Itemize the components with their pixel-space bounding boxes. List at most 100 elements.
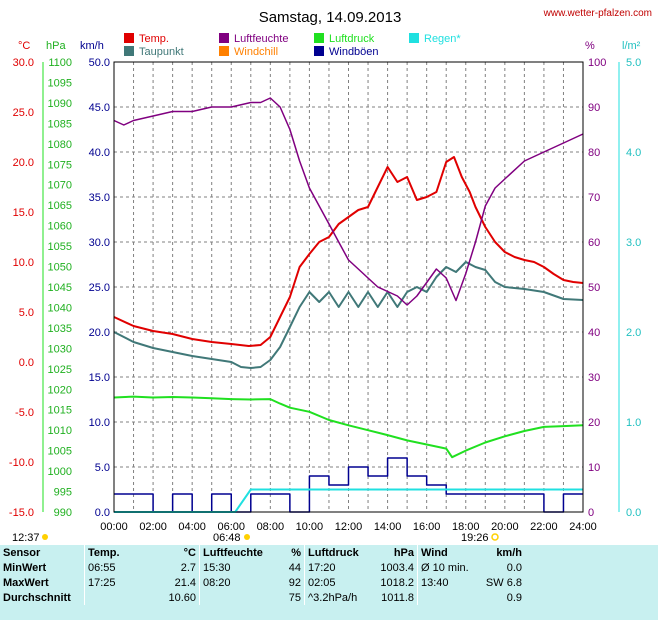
stats-h-wind-unit: km/h: [496, 546, 522, 559]
hum-tick-label: 100: [588, 57, 606, 69]
press-tick-label: 1075: [48, 159, 72, 171]
legend-press: Luftdruck: [329, 33, 375, 45]
weather-chart: Samstag, 14.09.2013 www.wetter-pfalzen.c…: [9, 8, 652, 544]
pressure-axis: 1100 1095 1090 1085 1080 1075 1070 1065 1060 1055…: [42, 57, 72, 519]
press-tick-label: 995: [54, 487, 72, 499]
site-url[interactable]: www.wetter-pfalzen.com: [543, 8, 652, 19]
hum-tick-label: 20: [588, 417, 600, 429]
wind-tick-label: 40.0: [89, 147, 110, 159]
stats-h-temp-unit: °C: [183, 546, 196, 559]
wind-tick-label: 0.0: [95, 507, 110, 519]
stats-label: Durchschnitt: [3, 591, 71, 604]
unit-rain: l/m²: [622, 40, 641, 52]
stats-cell: 75: [288, 591, 301, 604]
wind-tick-label: 10.0: [89, 417, 110, 429]
plot-frame: [113, 61, 584, 513]
rain-tick-label: 0.0: [626, 507, 641, 519]
sunset-icon: [491, 533, 499, 541]
stats-cell: 15:30: [199, 560, 276, 575]
legend-swatch-chill: [219, 46, 229, 56]
hum-tick-label: 40: [588, 327, 600, 339]
chart-title: Samstag, 14.09.2013: [259, 9, 402, 26]
legend-gust: Windböen: [329, 46, 379, 58]
press-tick-label: 990: [54, 507, 72, 519]
press-tick-label: 1035: [48, 323, 72, 335]
stats-cell: 0.0: [506, 561, 522, 574]
stats-cell: 0.9: [506, 591, 522, 604]
stats-cell: 17:25: [84, 575, 143, 590]
stats-h-hum-unit: %: [291, 546, 301, 559]
rain-axis: 5.0 4.0 3.0 2.0 1.0 0.0: [618, 57, 641, 519]
stats-h-wind: Wind: [417, 545, 479, 560]
stats-cell: 13:40: [417, 575, 479, 590]
legend-swatch-press: [314, 33, 324, 43]
time-tick-label: 06:00: [217, 521, 245, 533]
sun-icon-left: [42, 534, 48, 540]
temp-tick-label: -15.0: [9, 507, 34, 519]
press-tick-label: 1060: [48, 221, 72, 233]
stats-header-row: Sensor Temp. °C Luftfeuchte % Luftdruck …: [0, 545, 525, 560]
time-tick-label: 12:00: [335, 521, 363, 533]
wind-tick-label: 25.0: [89, 282, 110, 294]
hum-tick-label: 90: [588, 102, 600, 114]
press-tick-label: 1025: [48, 364, 72, 376]
press-tick-label: 1055: [48, 241, 72, 253]
time-axis: 00:00 02:00 04:00 06:00 08:00 10:00 12:00 14:00…: [100, 521, 597, 533]
legend-swatch-hum: [219, 33, 229, 43]
wind-tick-label: 30.0: [89, 237, 110, 249]
legend-hum: Luftfeuchte: [234, 33, 288, 45]
stats-cell: Ø 10 min.: [417, 560, 479, 575]
press-tick-label: 1100: [48, 57, 72, 69]
stats-cell: 92: [288, 576, 301, 589]
press-tick-label: 1045: [48, 282, 72, 294]
series-line-windb-en: [114, 457, 583, 513]
unit-press: hPa: [46, 40, 66, 52]
stats-cell: SW 6.8: [485, 576, 522, 589]
stats-h-press-unit: hPa: [393, 546, 414, 559]
stats-h-temp: Temp.: [84, 545, 143, 560]
temp-tick-label: 25.0: [13, 107, 34, 119]
temp-tick-label: -5.0: [15, 407, 34, 419]
press-tick-label: 1040: [48, 302, 72, 314]
hum-tick-label: 10: [588, 462, 600, 474]
stats-cell: [199, 590, 276, 605]
series-group: [113, 97, 584, 513]
legend-swatch-rain: [409, 33, 419, 43]
stats-row-min: MinWert 06:55 2.7 15:30 44 17:20 1003.4 …: [0, 560, 525, 575]
stats-cell: 1003.4: [380, 561, 414, 574]
stats-label: MinWert: [3, 561, 47, 574]
rain-tick-label: 5.0: [626, 57, 641, 69]
sun-label-left: 12:37: [12, 532, 40, 544]
stats-cell: 02:05: [304, 575, 369, 590]
unit-wind: km/h: [80, 40, 104, 52]
press-tick-label: 1080: [48, 139, 72, 151]
press-tick-label: 1000: [48, 466, 72, 478]
stats-cell: 1011.8: [381, 591, 414, 604]
time-tick-label: 16:00: [413, 521, 441, 533]
wind-tick-label: 45.0: [89, 102, 110, 114]
stats-panel: Sensor Temp. °C Luftfeuchte % Luftdruck …: [0, 545, 658, 620]
stats-cell: [417, 590, 479, 605]
time-tick-label: 14:00: [374, 521, 402, 533]
wind-tick-label: 35.0: [89, 192, 110, 204]
series-line-luftfeuchte: [113, 97, 584, 306]
sunrise-label: 06:48: [213, 532, 241, 544]
time-tick-label: 22:00: [530, 521, 558, 533]
legend-swatch-temp: [124, 33, 134, 43]
sunset-label: 19:26: [461, 532, 489, 544]
time-tick-label: 10:00: [296, 521, 324, 533]
stats-h-hum: Luftfeuchte: [199, 545, 276, 560]
press-tick-label: 1070: [48, 180, 72, 192]
temp-tick-label: 10.0: [13, 257, 34, 269]
stats-cell: 2.7: [180, 561, 196, 574]
stats-cell: 1018.2: [380, 576, 414, 589]
time-tick-label: 00:00: [100, 521, 128, 533]
press-tick-label: 1005: [48, 446, 72, 458]
series-line-luftdruck: [113, 395, 584, 459]
press-tick-label: 1090: [48, 98, 72, 110]
legend-rain: Regen*: [424, 33, 461, 45]
stats-cell: [84, 590, 143, 605]
rain-tick-label: 2.0: [626, 327, 641, 339]
temp-tick-label: -10.0: [9, 457, 34, 469]
